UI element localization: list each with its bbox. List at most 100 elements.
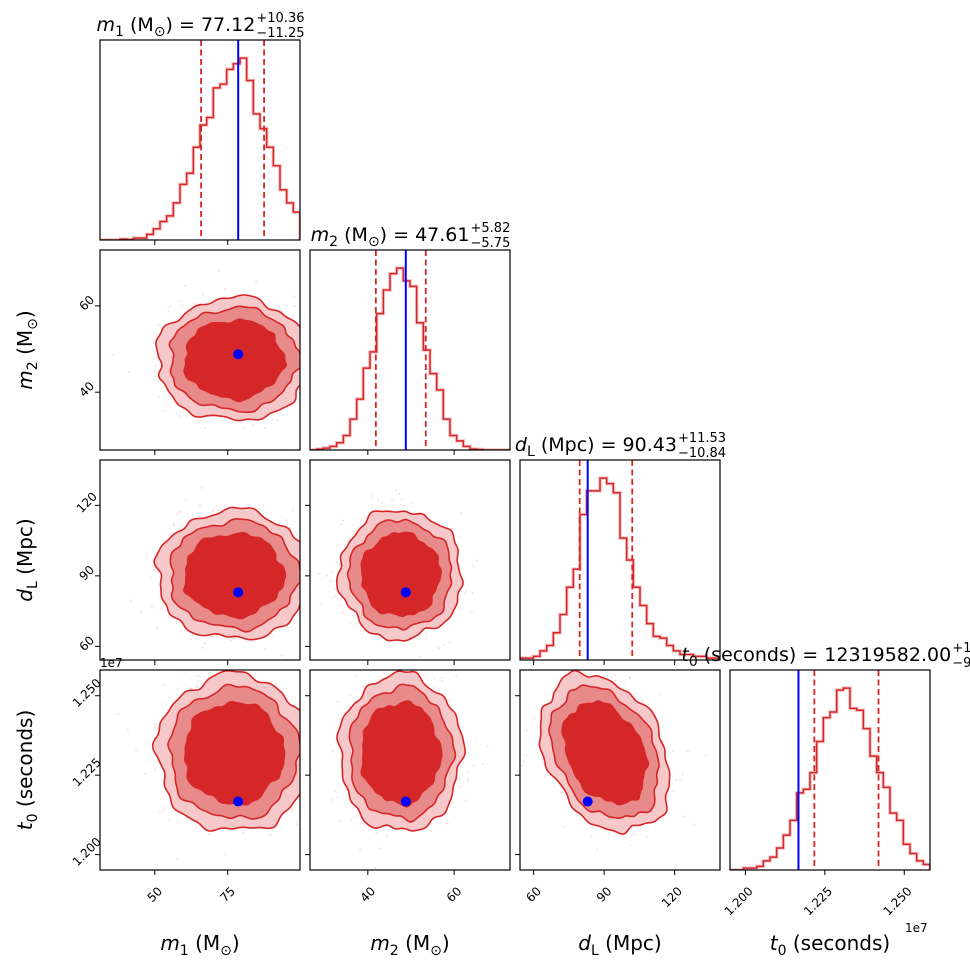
sample-point (375, 831, 378, 834)
sample-point (325, 574, 328, 577)
sample-point (157, 324, 161, 327)
title-minus: −5.75 (471, 236, 511, 251)
sample-point (437, 821, 440, 824)
sample-point (440, 676, 443, 680)
title-value: = 12319582.00 (796, 644, 951, 666)
label-unit-subscript: ⊙ (220, 943, 232, 959)
sample-point (301, 359, 303, 361)
sample-point (167, 819, 170, 822)
label-unit: (Mpc) (13, 518, 37, 581)
sample-point (194, 303, 197, 306)
label-unit: (Mpc) (535, 434, 595, 456)
sample-point (311, 551, 313, 553)
sample-point (201, 646, 204, 649)
sample-point (129, 599, 132, 602)
sample-point (307, 737, 309, 739)
sample-point (349, 694, 352, 697)
y-axis-label-dL: dL (Mpc) (13, 518, 41, 601)
scatter-panel-m2-t0: 40 60 (305, 669, 511, 905)
scatter-panel-m2-dL (305, 459, 511, 665)
x-axis-label-m1: m1 (M⊙) (160, 931, 239, 959)
title-text: m1 (M⊙) = 77.12 (97, 14, 256, 40)
sample-point (172, 524, 176, 527)
sample-point (381, 501, 384, 505)
panel-frame (99, 459, 301, 661)
sample-point (472, 565, 475, 568)
truth-point (233, 587, 244, 598)
sample-point (348, 378, 350, 380)
sample-point (311, 541, 313, 543)
sample-point (275, 419, 278, 422)
sample-point (184, 285, 187, 288)
x-offset-label: 1e7 (905, 921, 928, 935)
sample-point (371, 503, 374, 507)
sample-point (522, 760, 526, 763)
sample-point (111, 353, 114, 356)
label-unit-subscript: ⊙ (368, 234, 380, 250)
sample-point (336, 700, 339, 704)
sample-point (179, 651, 181, 653)
panel-frame (99, 39, 301, 241)
sample-point (378, 847, 381, 850)
sample-point (292, 509, 295, 512)
sample-point (152, 722, 156, 726)
sample-point (463, 592, 466, 595)
sample-point (242, 426, 246, 429)
sample-point (473, 764, 476, 768)
sample-point (246, 662, 248, 664)
sample-point (425, 632, 428, 635)
sample-point (217, 269, 221, 272)
sample-point (462, 761, 465, 764)
sample-point (224, 853, 227, 856)
contour-level-3 (183, 531, 287, 620)
label-symbol: d (578, 931, 591, 955)
sample-point (320, 603, 323, 606)
sample-point (195, 685, 199, 688)
panel-content (129, 486, 338, 657)
sample-point (641, 699, 644, 702)
sample-point (190, 638, 193, 641)
label-subscript: L (25, 581, 41, 589)
sample-point (386, 835, 389, 838)
sample-point (305, 791, 307, 793)
sample-point (692, 823, 695, 826)
sample-point (681, 772, 685, 775)
sample-point (466, 779, 469, 783)
label-symbol: m (13, 370, 37, 389)
panel-frame (729, 669, 931, 871)
label-unit-close: ) (13, 310, 37, 318)
sample-point (312, 766, 314, 768)
sample-point (326, 354, 328, 356)
y-tick-label: 90 (76, 563, 97, 584)
sample-point (319, 557, 321, 559)
sample-point (262, 504, 265, 507)
sample-point (455, 675, 458, 678)
sample-point (659, 693, 662, 696)
sample-point (622, 681, 625, 684)
sample-point (475, 559, 479, 562)
sample-point (349, 818, 352, 821)
sample-point (162, 684, 165, 687)
label-subscript: 0 (778, 943, 787, 959)
label-subscript: 2 (25, 361, 41, 370)
sample-point (311, 784, 313, 786)
sample-point (336, 519, 338, 521)
sample-point (370, 495, 373, 498)
label-unit-subscript: ⊙ (430, 943, 442, 959)
title-plus: +10 (952, 641, 970, 656)
label-symbol: t (770, 931, 779, 955)
sample-point (525, 729, 528, 732)
sample-point (345, 788, 348, 791)
sample-point (561, 791, 565, 794)
title-m2: m2 (M⊙) = 47.61 +5.82−5.75 (311, 221, 511, 251)
label-subscript: 1 (180, 943, 189, 959)
contour-level-3 (183, 318, 287, 403)
sample-point (460, 512, 463, 515)
sample-point (190, 687, 193, 690)
sample-point (352, 530, 355, 533)
sample-point (316, 806, 318, 808)
sample-point (254, 281, 258, 284)
panel-content (100, 40, 300, 240)
sample-point (662, 875, 664, 877)
sample-point (154, 364, 157, 367)
